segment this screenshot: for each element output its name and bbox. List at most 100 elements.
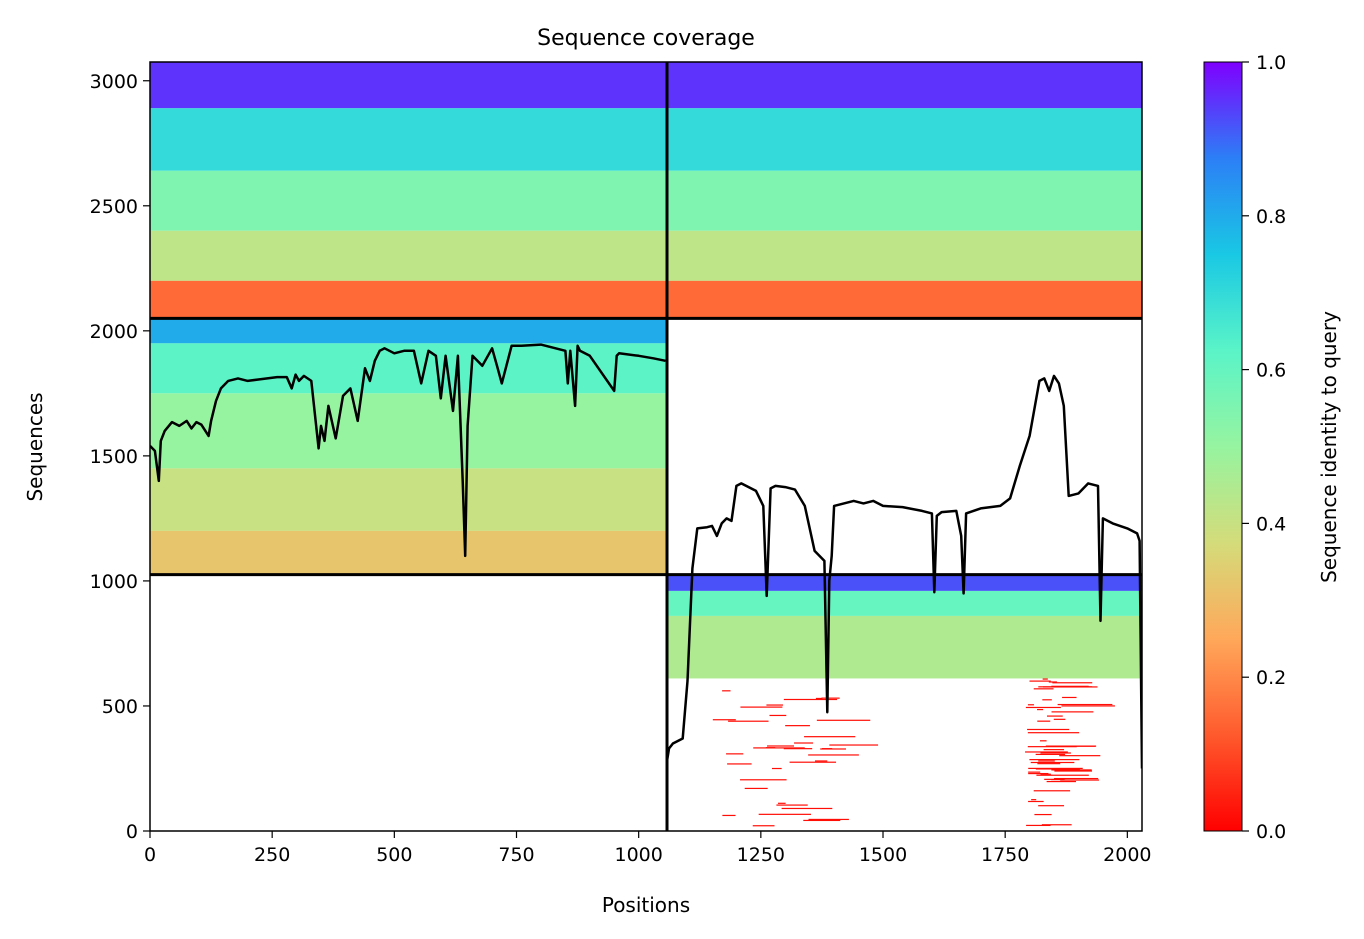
msa-fragment [752,825,775,827]
msa-fragment [1026,824,1051,827]
msa-heatmap [150,62,1142,827]
msa-fragment [1027,732,1080,734]
msa-band [150,468,668,531]
msa-fragment [1038,760,1055,762]
msa-fragment [1041,824,1072,826]
x-axis-label: Positions [602,893,690,917]
msa-band [667,574,1142,591]
msa-fragment [1033,790,1071,792]
msa-fragment [1046,715,1063,717]
msa-fragment [1046,780,1076,783]
colorbar-label: Sequence identity to query [1317,311,1341,583]
msa-fragment [1060,779,1100,781]
msa-fragment [1038,686,1093,688]
colorbar-tick-label: 0.8 [1256,206,1286,228]
msa-fragment [829,744,879,746]
msa-fragment [758,813,811,815]
x-tick-label: 0 [144,844,156,866]
msa-fragment [789,761,837,763]
msa-fragment [1042,678,1048,680]
msa-fragment [767,745,795,747]
colorbar-tick-label: 1.0 [1256,52,1286,74]
msa-fragment [794,742,814,744]
msa-fragment [1038,805,1065,807]
msa-fragment [726,753,744,755]
msa-fragment [1062,745,1096,747]
msa-fragment [1028,772,1049,775]
x-tick-label: 500 [376,844,412,866]
colorbar-tick-label: 0.6 [1256,360,1286,382]
msa-fragment [1029,759,1080,761]
msa-fragment [821,697,840,699]
msa-fragment [816,719,871,721]
y-tick-label: 3000 [90,71,138,93]
msa-fragment [1051,778,1065,781]
msa-fragment [1037,720,1051,722]
msa-band [150,318,668,344]
msa-fragment [808,818,849,821]
x-tick-label: 250 [254,844,290,866]
msa-fragment [1030,761,1075,764]
y-tick-label: 500 [102,696,138,718]
y-tick-label: 1500 [90,446,138,468]
msa-fragment [776,804,808,806]
msa-fragment [1028,771,1041,773]
msa-fragment [1039,740,1047,742]
msa-fragment [1043,749,1065,751]
msa-fragment [1052,682,1093,684]
colorbar-tick-label: 0.0 [1256,821,1286,843]
msa-fragment [1062,696,1077,699]
msa-fragment [1034,813,1052,816]
msa-fragment [1054,777,1099,780]
msa-fragment [1048,681,1057,683]
msa-fragment [1031,799,1037,801]
msa-fragment [1037,763,1061,765]
msa-fragment [820,748,846,750]
msa-fragment [1054,770,1093,772]
msa-fragment [766,704,784,706]
msa-fragment [1037,708,1044,711]
msa-fragment [804,736,856,738]
msa-fragment [1025,706,1061,709]
msa-fragment [1051,711,1094,713]
x-tick-label: 750 [498,844,534,866]
msa-fragment [777,802,786,804]
colorbar-tick-label: 0.2 [1256,667,1286,689]
colorbar-ticks: 0.0 0.2 0.4 0.6 0.8 1.0 [1242,52,1286,843]
msa-band [150,530,668,575]
msa-fragment [781,807,833,810]
msa-fragment [771,767,782,770]
msa-fragment [1053,718,1066,720]
msa-band [150,230,1142,281]
coverage-lines [150,343,1142,769]
colorbar [1203,61,1243,832]
x-tick-label: 2000 [1103,844,1151,866]
msa-fragment [1027,704,1034,706]
x-axis-ticks: 0 250 500 750 1000 1250 1500 1750 2000 [144,831,1152,866]
x-tick-label: 1750 [981,844,1029,866]
y-tick-label: 2000 [90,321,138,343]
y-tick-label: 1000 [90,571,138,593]
msa-fragment [1025,751,1068,753]
msa-fragment [785,725,810,727]
colorbar-tick-label: 0.4 [1256,513,1286,535]
msa-fragment [765,747,776,749]
x-tick-label: 1250 [737,844,785,866]
msa-fragment [740,779,787,781]
msa-fragment [1028,767,1083,770]
msa-fragment [753,747,805,749]
y-tick-label: 0 [126,821,138,843]
msa-fragment [1051,769,1092,771]
msa-fragment [1033,688,1054,690]
coverage-line [665,374,1142,769]
msa-fragment [1059,755,1101,757]
msa-fragment [769,714,787,717]
msa-fragment [1040,752,1071,754]
msa-fragment [1029,680,1051,682]
msa-fragment [815,697,823,700]
msa-fragment [1036,774,1089,776]
msa-fragment [1028,800,1044,803]
msa-band [150,108,1142,171]
msa-band [667,615,1142,679]
